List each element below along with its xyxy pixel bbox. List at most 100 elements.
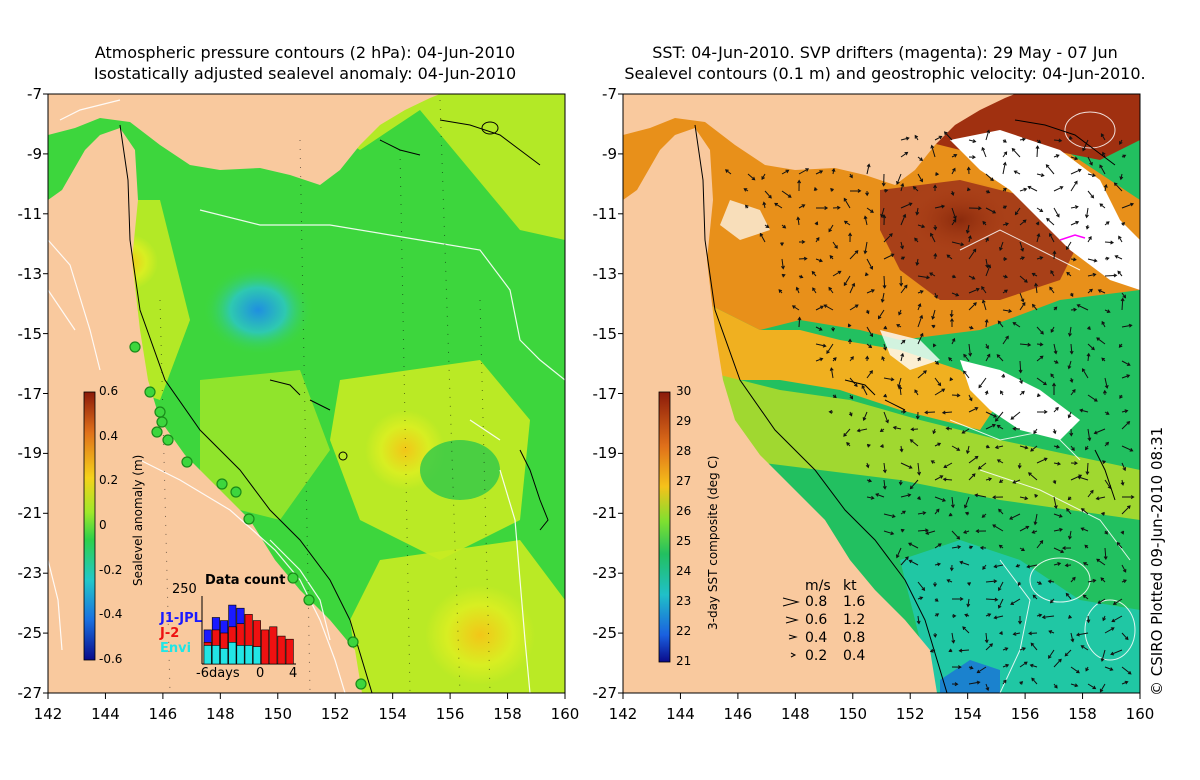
velocity-arrow (1036, 613, 1043, 618)
velocity-arrow (951, 445, 961, 451)
velocity-arrow (1036, 393, 1041, 398)
velocity-arrow (900, 284, 908, 294)
velocity-arrow (1019, 525, 1030, 532)
inset-bar (211, 645, 220, 665)
left-x-tick-label: 152 (320, 705, 350, 723)
velocity-arrow (1036, 207, 1044, 213)
velocity-arrow (1010, 411, 1021, 420)
velocity-arrow (1019, 187, 1028, 192)
velocity-arrow (863, 241, 868, 255)
velocity-arrow (979, 545, 987, 550)
velocity-arrow (974, 493, 987, 498)
velocity-arrow (1087, 343, 1095, 351)
velocity-arrow (985, 643, 994, 651)
velocity-arrow (1053, 683, 1058, 689)
velocity-arrow (883, 393, 888, 398)
velocity-arrow (761, 173, 766, 180)
velocity-arrow (933, 224, 938, 231)
velocity-arrow (1019, 241, 1025, 252)
velocity-arrow (1075, 632, 1089, 637)
vector-legend-row-kt: 1.6 (843, 594, 866, 610)
velocity-arrow (949, 377, 954, 382)
velocity-arrow (900, 556, 909, 566)
geostrophic-velocity-arrows (724, 129, 1135, 693)
velocity-arrow (1002, 274, 1009, 279)
velocity-arrow (1070, 220, 1080, 226)
vector-legend-header-ms: m/s (805, 578, 831, 594)
inset-bar (277, 635, 286, 665)
velocity-arrow (948, 512, 953, 517)
velocity-arrow (951, 393, 961, 398)
velocity-arrow (1103, 547, 1108, 560)
velocity-arrow (883, 188, 889, 193)
inset-bar (244, 645, 253, 665)
velocity-arrow (815, 258, 823, 263)
velocity-arrow (877, 309, 885, 320)
velocity-arrow (828, 409, 834, 414)
velocity-arrow (1096, 337, 1106, 345)
velocity-arrow (951, 530, 961, 540)
colorbar-tick-label: 0.6 (99, 384, 119, 398)
velocity-arrow (997, 598, 1004, 609)
colorbar-tick-label: 21 (676, 654, 692, 668)
velocity-arrow (1019, 445, 1029, 450)
velocity-arrow (1031, 272, 1038, 277)
velocity-arrow (1070, 180, 1078, 192)
velocity-arrow (985, 173, 994, 182)
velocity-arrow (815, 305, 824, 311)
velocity-arrow (900, 136, 910, 141)
velocity-arrow (934, 613, 940, 617)
velocity-arrow (997, 581, 1004, 592)
velocity-arrow (1104, 240, 1115, 245)
velocity-arrow (965, 445, 970, 455)
inset-ymax-label: 250 (172, 582, 197, 597)
velocity-arrow (909, 439, 919, 447)
velocity-arrow (1036, 355, 1044, 362)
velocity-arrow (1076, 304, 1089, 311)
inset-x-label-zero: 0 (256, 666, 265, 681)
velocity-arrow (951, 613, 957, 618)
data-count-inset (201, 596, 296, 665)
velocity-arrow (1027, 185, 1038, 192)
velocity-arrow (1096, 558, 1106, 566)
velocity-arrow (916, 615, 921, 625)
velocity-arrow (1050, 373, 1055, 379)
velocity-arrow (1110, 649, 1123, 656)
velocity-arrow (917, 370, 927, 379)
velocity-arrow (849, 188, 862, 193)
velocity-arrow (1035, 145, 1040, 158)
velocity-arrow (985, 477, 993, 482)
left-land-png (48, 94, 440, 185)
velocity-arrow (1014, 207, 1021, 216)
velocity-arrow (1102, 151, 1106, 158)
velocity-arrow (951, 292, 960, 297)
velocity-arrow (917, 173, 923, 183)
velocity-arrow (951, 596, 964, 601)
velocity-arrow (1002, 289, 1008, 294)
left-title-line1: Atmospheric pressure contours (2 hPa): 0… (94, 43, 516, 62)
velocity-arrow (965, 224, 970, 234)
velocity-arrow (830, 187, 834, 192)
velocity-arrow (848, 411, 853, 417)
left-x-tick-label: 142 (33, 705, 63, 723)
velocity-arrow (1066, 271, 1072, 277)
velocity-arrow (951, 682, 959, 687)
velocity-arrow (1053, 207, 1060, 218)
velocity-arrow (1104, 411, 1110, 415)
velocity-arrow (724, 169, 732, 175)
velocity-arrow (829, 255, 834, 260)
velocity-arrow (985, 411, 998, 418)
velocity-arrow (1080, 645, 1089, 651)
right-y-tick-label: -9 (602, 144, 617, 163)
velocity-arrow (1034, 282, 1039, 294)
velocity-arrow (1036, 233, 1041, 243)
velocity-arrow (1049, 598, 1055, 604)
velocity-arrow (795, 286, 800, 294)
velocity-arrow (1121, 462, 1127, 472)
velocity-arrow (900, 256, 906, 261)
right-cloud-mask (720, 130, 1140, 440)
velocity-arrow (1019, 275, 1028, 283)
velocity-arrow (1080, 527, 1089, 532)
velocity-arrow (1026, 564, 1038, 569)
velocity-arrow (968, 680, 981, 685)
